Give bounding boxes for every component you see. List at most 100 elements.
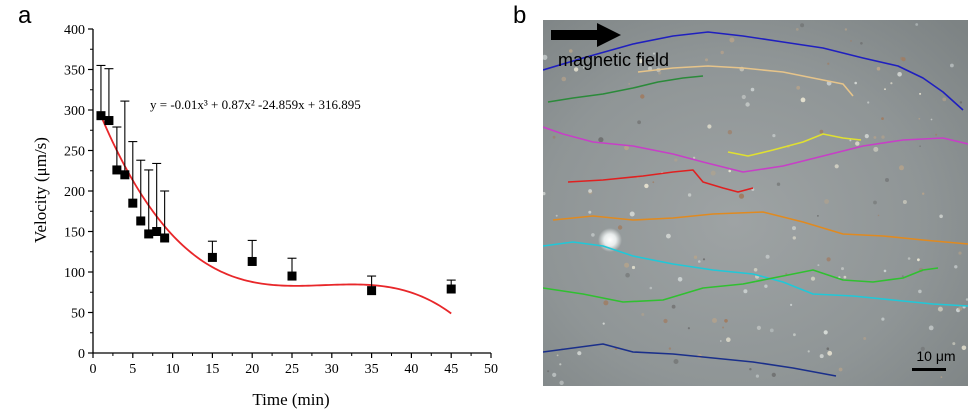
particle-speckle (827, 62, 830, 65)
particle-speckle (624, 145, 629, 151)
x-tick-label: 40 (404, 362, 418, 377)
particle-speckle (883, 269, 887, 273)
particle-speckle (573, 67, 579, 72)
particle-speckle (876, 66, 881, 71)
particle-speckle (629, 211, 635, 217)
y-axis-label: Velocity (μm/s) (31, 137, 50, 243)
particle-speckle (939, 214, 943, 219)
particle-speckle (826, 347, 830, 351)
magnetic-field-arrow-shaft (551, 30, 599, 40)
data-point (446, 284, 456, 294)
particle-speckle (677, 277, 683, 282)
data-point (96, 111, 106, 121)
particle-speckle (555, 214, 558, 217)
particle-speckle (884, 88, 886, 91)
particle-speckle (727, 130, 733, 135)
particle-speckle (561, 76, 567, 82)
fit-curve (100, 115, 452, 315)
particle-speckle (625, 272, 630, 278)
particle-speckle (637, 120, 641, 125)
scale-bar (912, 368, 946, 371)
particle-speckle (588, 210, 592, 214)
particle-speckle (792, 226, 796, 231)
particle-speckle (922, 192, 925, 195)
particle-speckle (860, 42, 863, 45)
particle-speckle (624, 262, 630, 268)
particle-speckle (800, 23, 805, 28)
particle-speckle (902, 200, 907, 204)
particle-speckle (698, 260, 701, 263)
fit-equation: y = -0.01x³ + 0.87x² -24.859x + 316.895 (150, 97, 361, 112)
particle-speckle (795, 28, 799, 31)
particle-speckle (954, 265, 958, 269)
x-tick-label: 25 (285, 362, 299, 377)
particle-speckle (749, 368, 752, 371)
magnetic-field-arrow-icon (597, 23, 621, 47)
particle-speckle (543, 191, 546, 196)
particle-speckle (885, 178, 889, 182)
particle-speckle (817, 215, 819, 217)
particle-speckle (935, 133, 938, 136)
particle-speckle (693, 255, 698, 259)
particle-speckle (741, 94, 746, 100)
micrograph-panel: magnetic field 10 μm (543, 20, 968, 386)
particle-speckle (687, 193, 692, 197)
x-tick-label: 30 (325, 362, 339, 377)
data-point (152, 227, 162, 236)
x-axis-label: Time (min) (252, 390, 329, 409)
particle-speckle (863, 337, 867, 340)
particle-speckle (603, 300, 609, 306)
y-tick-label: 300 (64, 104, 85, 119)
particle-speckle (552, 372, 557, 377)
particle-speckle (638, 58, 643, 64)
panel-label-b: b (513, 2, 527, 29)
y-tick-label: 350 (64, 64, 85, 79)
particle-speckle (790, 303, 793, 306)
data-point (247, 256, 257, 266)
trajectory-10 (543, 343, 837, 377)
particle-speckle (764, 284, 768, 288)
particle-speckle (728, 169, 731, 173)
particle-speckle (702, 258, 706, 261)
particle-speckle (719, 340, 722, 342)
particle-speckle (920, 346, 925, 351)
particle-speckle (827, 350, 833, 356)
particle-speckle (771, 372, 776, 377)
particle-speckle (819, 129, 824, 134)
particle-speckle (671, 304, 676, 309)
particle-speckle (583, 66, 586, 69)
data-point (128, 198, 138, 208)
particle-speckle (864, 134, 869, 139)
particle-speckle (598, 137, 604, 143)
x-tick-label: 20 (245, 362, 259, 377)
particle-speckle (796, 85, 801, 90)
particle-speckle (919, 145, 921, 147)
particle-speckle (559, 363, 562, 366)
particle-speckle (961, 345, 967, 351)
velocity-chart: 0 5 10 15 20 25 30 35 40 45 50 0 50 100 150 200 250 300 35… (31, 23, 498, 409)
micrograph-background (543, 20, 968, 386)
particle-speckle (652, 52, 656, 55)
particle-speckle (648, 66, 652, 71)
data-point (136, 216, 146, 226)
particle-speckle (547, 370, 550, 373)
particle-speckle (663, 318, 668, 324)
particle-speckle (849, 139, 852, 142)
trajectory-1 (543, 31, 964, 111)
particle-speckle (755, 374, 759, 378)
particle-speckle (826, 257, 831, 262)
particle-speckle (841, 267, 844, 271)
trajectory-6 (567, 169, 754, 193)
x-tick-label: 10 (166, 362, 180, 377)
data-point (367, 286, 377, 296)
particle-speckle (602, 322, 605, 325)
particle-speckle (873, 146, 879, 152)
x-tick-label: 35 (365, 362, 379, 377)
particle-speckle (569, 49, 573, 53)
particle-speckle (722, 326, 725, 329)
particle-speckle (769, 328, 774, 333)
scale-bar-label: 10 μm (916, 348, 955, 364)
particle-speckle (928, 325, 934, 331)
particle-speckle (577, 351, 582, 356)
x-tick-label: 5 (129, 362, 136, 377)
